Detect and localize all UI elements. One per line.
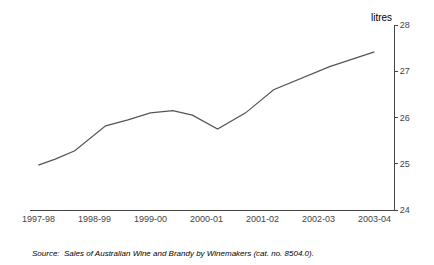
svg-text:2003-04: 2003-04 — [358, 214, 391, 224]
svg-text:1998-99: 1998-99 — [78, 214, 111, 224]
svg-text:28: 28 — [400, 20, 410, 30]
svg-text:Source: Sales of Australian W: Source: Sales of Australian Wine and Bra… — [32, 249, 314, 258]
svg-text:2000-01: 2000-01 — [190, 214, 223, 224]
svg-text:27: 27 — [400, 66, 410, 76]
svg-text:1999-00: 1999-00 — [134, 214, 167, 224]
svg-text:26: 26 — [400, 113, 410, 123]
svg-text:1997-98: 1997-98 — [22, 214, 55, 224]
svg-text:2001-02: 2001-02 — [246, 214, 279, 224]
svg-text:2002-03: 2002-03 — [302, 214, 335, 224]
svg-text:litres: litres — [371, 12, 392, 23]
svg-text:25: 25 — [400, 159, 410, 169]
svg-text:24: 24 — [400, 205, 410, 215]
